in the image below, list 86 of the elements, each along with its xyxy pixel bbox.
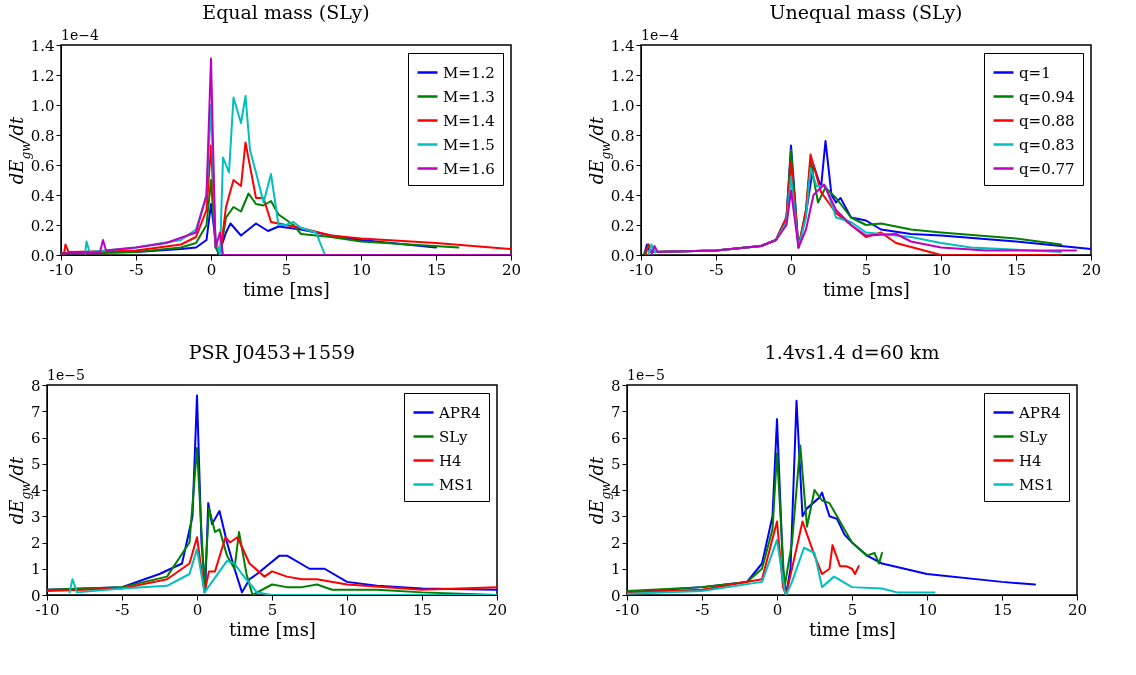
chart-title: PSR J0453+1559 (188, 341, 356, 363)
x-tick-label: 0 (192, 600, 203, 619)
y-tick-label: 0.4 (610, 186, 635, 205)
x-tick-label: 0 (206, 260, 217, 279)
legend-label: SLy (439, 427, 468, 446)
legend-label: M=1.2 (443, 63, 495, 82)
y-tick-label: 0.2 (30, 216, 55, 235)
x-tick-label: 5 (847, 600, 858, 619)
chart-title: 1.4vs1.4 d=60 km (764, 341, 940, 363)
x-tick-label: 15 (426, 260, 447, 279)
x-axis-title: time [ms] (809, 618, 896, 640)
y-tick-label: 7 (610, 402, 621, 421)
legend-label: M=1.6 (443, 159, 495, 178)
legend-label: q=0.94 (1019, 87, 1075, 106)
y-tick-label: 1 (610, 560, 621, 579)
y-tick-label: 0.4 (30, 186, 55, 205)
x-tick-label: 15 (992, 600, 1013, 619)
legend-label: SLy (1019, 427, 1048, 446)
x-tick-label: 5 (267, 600, 278, 619)
y-tick-label: 1.2 (30, 66, 55, 85)
x-tick-label: 10 (931, 260, 952, 279)
text: 1e−5 (627, 367, 665, 383)
y-tick-label: 1.0 (30, 96, 55, 115)
legend-label: M=1.5 (443, 135, 495, 154)
x-tick-label: 0 (786, 260, 797, 279)
y-tick-label: 1.0 (610, 96, 635, 115)
x-axis-title: time [ms] (229, 618, 316, 640)
x-tick-label: 5 (861, 260, 872, 279)
legend-label: M=1.3 (443, 87, 495, 106)
y-tick-label: 7 (30, 402, 41, 421)
line-series (627, 538, 936, 595)
text: 1e−5 (47, 367, 85, 383)
legend-label: M=1.4 (443, 111, 495, 130)
chart-title: Unequal mass (SLy) (769, 1, 963, 23)
line-series (627, 520, 860, 595)
x-tick-label: 20 (1081, 260, 1102, 279)
y-tick-label: 8 (30, 376, 41, 395)
x-tick-label: 20 (1067, 600, 1088, 619)
chart-title: Equal mass (SLy) (202, 1, 370, 23)
line-series (627, 444, 883, 593)
x-tick-label: 20 (501, 260, 522, 279)
y-tick-label: 1.4 (30, 36, 55, 55)
x-tick-label: 10 (917, 600, 938, 619)
x-tick-label: 10 (351, 260, 372, 279)
y-tick-label: 3 (30, 507, 41, 526)
y-tick-label: 0.8 (30, 126, 55, 145)
x-tick-label: 10 (337, 600, 358, 619)
x-tick-label: 20 (487, 600, 508, 619)
legend-label: q=0.88 (1019, 111, 1075, 130)
legend-label: q=1 (1019, 63, 1051, 82)
legend-label: APR4 (1018, 403, 1061, 422)
legend-label: MS1 (1019, 475, 1055, 494)
x-tick-label: 15 (412, 600, 433, 619)
y-tick-label: 5 (610, 455, 621, 474)
y-tick-label: 2 (30, 534, 41, 552)
legend-label: H4 (1019, 451, 1042, 470)
y-tick-label: 0.2 (610, 216, 635, 235)
x-axis-title: time [ms] (243, 278, 330, 300)
legend-label: q=0.77 (1019, 159, 1075, 178)
x-tick-label: -5 (695, 600, 710, 619)
line-series (84, 95, 326, 255)
legend-label: q=0.83 (1019, 135, 1075, 154)
y-tick-label: 1 (30, 560, 41, 579)
y-tick-label: 8 (610, 376, 621, 395)
text: 1e−4 (641, 27, 679, 43)
legend-label: MS1 (439, 475, 475, 494)
x-tick-label: 5 (281, 260, 292, 279)
y-tick-label: 6 (30, 429, 41, 447)
y-tick-label: 3 (610, 507, 621, 526)
legend-label: H4 (439, 451, 462, 470)
text: 1e−4 (61, 27, 99, 43)
y-tick-label: 2 (610, 534, 621, 552)
y-tick-label: 1.2 (610, 66, 635, 85)
x-tick-label: -5 (129, 260, 144, 279)
y-tick-label: 1.4 (610, 36, 635, 55)
y-tick-label: 6 (610, 429, 621, 447)
line-series (650, 183, 1077, 255)
x-tick-label: 15 (1006, 260, 1027, 279)
line-series (68, 548, 497, 595)
x-axis-title: time [ms] (823, 278, 910, 300)
y-tick-label: 5 (30, 455, 41, 474)
x-tick-label: -5 (115, 600, 130, 619)
legend-label: APR4 (438, 403, 481, 422)
x-tick-label: -5 (709, 260, 724, 279)
y-tick-label: 0.8 (610, 126, 635, 145)
x-tick-label: 0 (772, 600, 783, 619)
